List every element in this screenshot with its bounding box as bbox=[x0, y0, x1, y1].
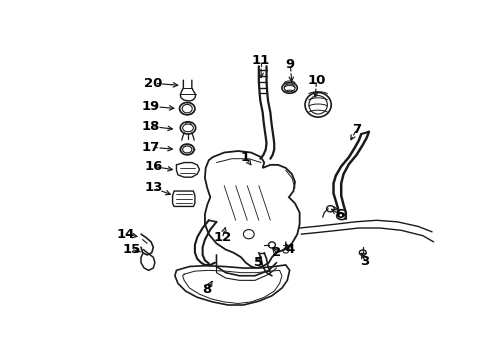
Text: 12: 12 bbox=[214, 231, 232, 244]
Ellipse shape bbox=[305, 93, 331, 117]
Polygon shape bbox=[205, 151, 300, 268]
Text: 17: 17 bbox=[142, 141, 160, 154]
Text: 15: 15 bbox=[122, 243, 141, 256]
Text: 8: 8 bbox=[202, 283, 212, 296]
Text: 5: 5 bbox=[254, 256, 264, 269]
Text: 18: 18 bbox=[142, 120, 160, 133]
Text: 11: 11 bbox=[252, 54, 270, 67]
Text: 4: 4 bbox=[285, 243, 294, 256]
Polygon shape bbox=[175, 265, 290, 305]
Text: 19: 19 bbox=[142, 100, 160, 113]
Ellipse shape bbox=[180, 144, 194, 155]
Polygon shape bbox=[172, 191, 195, 206]
Ellipse shape bbox=[179, 103, 195, 115]
Text: 6: 6 bbox=[335, 208, 344, 221]
Text: 3: 3 bbox=[361, 255, 370, 267]
Text: 20: 20 bbox=[144, 77, 163, 90]
Ellipse shape bbox=[269, 242, 275, 248]
Ellipse shape bbox=[359, 250, 366, 255]
Ellipse shape bbox=[326, 206, 334, 212]
Text: 2: 2 bbox=[272, 246, 281, 259]
Ellipse shape bbox=[180, 122, 196, 134]
Text: 13: 13 bbox=[144, 181, 163, 194]
Ellipse shape bbox=[282, 82, 297, 93]
Text: 14: 14 bbox=[117, 228, 135, 240]
Text: 1: 1 bbox=[241, 150, 249, 164]
Text: 7: 7 bbox=[352, 123, 361, 136]
Text: 10: 10 bbox=[307, 74, 326, 87]
Text: 9: 9 bbox=[286, 58, 295, 71]
Text: 16: 16 bbox=[144, 160, 163, 173]
